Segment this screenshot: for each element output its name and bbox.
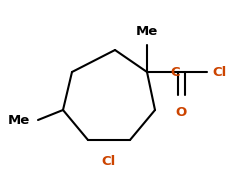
Text: C: C [170,66,180,79]
Text: Cl: Cl [102,155,116,168]
Text: Me: Me [8,113,30,127]
Text: O: O [175,106,187,119]
Text: Cl: Cl [212,66,226,79]
Text: Me: Me [136,25,158,38]
